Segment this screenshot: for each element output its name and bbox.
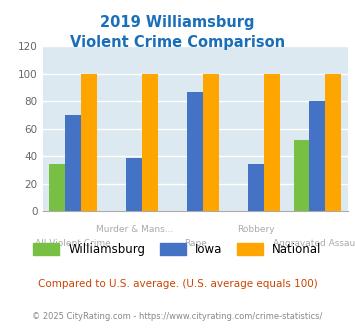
Bar	[81, 74, 97, 211]
Text: Robbery: Robbery	[237, 225, 275, 234]
Text: © 2025 CityRating.com - https://www.cityrating.com/crime-statistics/: © 2025 CityRating.com - https://www.city…	[32, 312, 323, 321]
Text: Murder & Mans...: Murder & Mans...	[95, 225, 173, 234]
Bar	[203, 74, 219, 211]
Text: Compared to U.S. average. (U.S. average equals 100): Compared to U.S. average. (U.S. average …	[38, 279, 317, 289]
Bar	[325, 74, 341, 211]
Bar	[310, 101, 325, 211]
Text: All Violent Crime: All Violent Crime	[35, 239, 111, 248]
Bar	[142, 74, 158, 211]
Bar	[264, 74, 280, 211]
Text: Violent Crime Comparison: Violent Crime Comparison	[70, 35, 285, 50]
Text: 2019 Williamsburg: 2019 Williamsburg	[100, 15, 255, 30]
Bar	[126, 157, 142, 211]
Bar	[49, 164, 65, 211]
Bar	[248, 164, 264, 211]
Bar	[294, 140, 310, 211]
Text: Aggravated Assault: Aggravated Assault	[273, 239, 355, 248]
Legend: Williamsburg, Iowa, National: Williamsburg, Iowa, National	[29, 239, 326, 261]
Bar	[65, 115, 81, 211]
Text: Rape: Rape	[184, 239, 207, 248]
Bar	[187, 91, 203, 211]
